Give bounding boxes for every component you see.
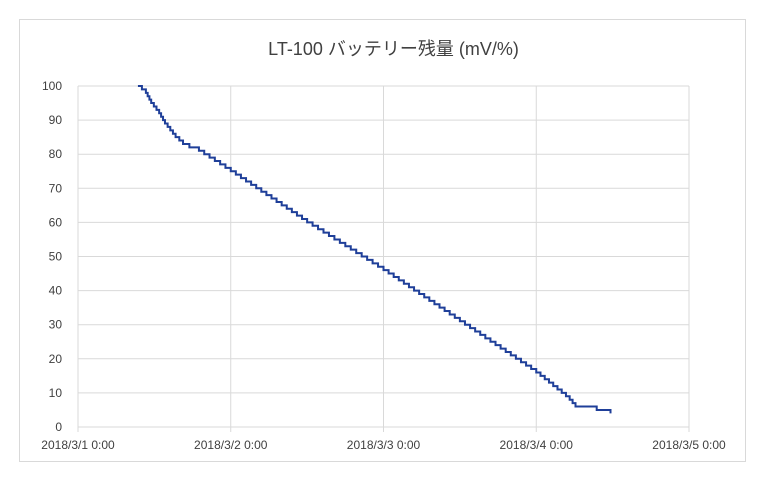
chart-canvas: LT-100 バッテリー残量 (mV/%) 0 10 20 30 40 50 60 70 80 9…	[41, 39, 726, 452]
series-line-0	[137, 85, 612, 414]
chart-title: LT-100 バッテリー残量 (mV/%)	[268, 39, 519, 59]
x-tick-label: 2018/3/1 0:00	[41, 438, 115, 452]
y-tick-label: 70	[49, 181, 63, 195]
y-tick-label: 30	[49, 318, 63, 332]
y-tick-label: 0	[55, 420, 62, 434]
y-tick-label: 20	[49, 352, 63, 366]
chart-area: LT-100 バッテリー残量 (mV/%) 0 10 20 30 40 50 60 70 80 9…	[19, 19, 746, 462]
x-tick-label: 2018/3/4 0:00	[500, 438, 574, 452]
series-layer	[137, 85, 612, 414]
y-axis-ticks: 0 10 20 30 40 50 60 70 80 90 100	[42, 79, 62, 434]
y-tick-label: 90	[49, 113, 63, 127]
x-tick-label: 2018/3/2 0:00	[194, 438, 268, 452]
x-axis-ticks: 2018/3/1 0:00 2018/3/2 0:00 2018/3/3 0:00 2…	[41, 438, 726, 452]
y-tick-label: 80	[49, 147, 63, 161]
y-tick-label: 50	[49, 250, 63, 264]
y-tick-label: 10	[49, 386, 63, 400]
y-tick-label: 60	[49, 215, 63, 229]
y-tick-label: 40	[49, 284, 63, 298]
y-tick-label: 100	[42, 79, 62, 93]
gridlines	[77, 85, 690, 432]
x-tick-label: 2018/3/5 0:00	[652, 438, 726, 452]
x-tick-label: 2018/3/3 0:00	[347, 438, 421, 452]
